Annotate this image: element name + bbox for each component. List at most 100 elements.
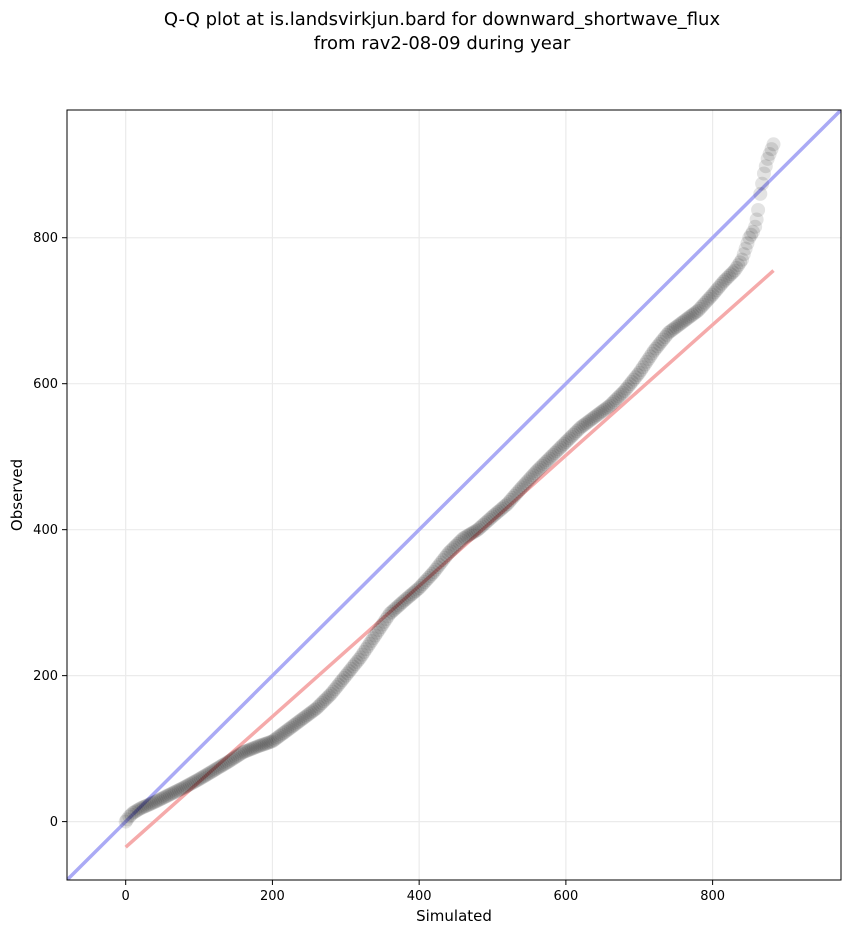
qq-point: [736, 247, 751, 262]
y-tick-label: 600: [33, 377, 58, 392]
qq-point: [555, 438, 570, 453]
qq-point: [344, 661, 359, 676]
qq-point: [588, 409, 603, 424]
qq-point: [646, 343, 661, 358]
qq-point: [327, 682, 342, 697]
qq-point: [722, 269, 737, 284]
qq-point: [562, 431, 577, 446]
qq-point: [711, 281, 726, 296]
y-tick-label: 0: [50, 815, 58, 830]
qq-point: [580, 415, 595, 430]
qq-point: [584, 412, 599, 427]
qq-point: [481, 512, 496, 527]
qq-point: [452, 535, 467, 550]
qq-point: [166, 785, 181, 800]
x-tick-label: 0: [122, 889, 130, 904]
qq-point: [424, 567, 439, 582]
qq-point: [210, 761, 225, 776]
qq-point: [142, 797, 157, 812]
qq-point: [485, 509, 500, 524]
qq-point: [624, 374, 639, 389]
qq-point: [632, 365, 647, 380]
qq-point: [232, 747, 247, 762]
qq-point: [498, 498, 513, 513]
qq-point: [149, 793, 164, 808]
qq-point: [206, 763, 221, 778]
qq-point: [182, 777, 197, 792]
qq-point: [513, 482, 528, 497]
qq-point: [612, 389, 627, 404]
qq-point: [192, 772, 207, 787]
qq-point: [384, 604, 399, 619]
qq-point: [325, 684, 340, 699]
qq-point: [533, 460, 548, 475]
qq-point: [762, 147, 777, 162]
qq-point: [461, 528, 476, 543]
chart-title-line-1: Q-Q plot at is.landsvirkjun.bard for dow…: [164, 9, 721, 30]
qq-point: [635, 360, 650, 375]
qq-point: [133, 801, 148, 816]
qq-point: [406, 585, 421, 600]
qq-point: [766, 137, 781, 152]
qq-point: [536, 456, 551, 471]
qq-point: [314, 696, 329, 711]
qq-point: [701, 291, 716, 306]
qq-point: [511, 484, 526, 499]
qq-point: [265, 734, 280, 749]
qq-point: [547, 446, 562, 461]
qq-point: [258, 736, 273, 751]
qq-point: [118, 814, 133, 829]
qq-point: [124, 807, 139, 822]
qq-point: [252, 738, 267, 753]
qq-point: [703, 289, 718, 304]
qq-point: [674, 316, 689, 331]
qq-point: [489, 506, 504, 521]
qq-point: [296, 711, 311, 726]
qq-point: [531, 462, 546, 477]
qq-point: [369, 625, 384, 640]
qq-point: [727, 263, 742, 278]
qq-point: [716, 274, 731, 289]
qq-point: [281, 722, 296, 737]
qq-point: [516, 478, 531, 493]
qq-point: [617, 383, 632, 398]
qq-point: [683, 309, 698, 324]
qq-point: [373, 620, 388, 635]
qq-point: [694, 299, 709, 314]
qq-point: [294, 712, 309, 727]
axis-ticks: 0 200 400 600 800 0 200 400 600 800: [33, 231, 725, 904]
qq-point: [725, 265, 740, 280]
qq-point: [599, 401, 614, 416]
qq-point: [579, 416, 594, 431]
qq-point: [758, 159, 773, 174]
qq-point: [454, 533, 469, 548]
qq-point: [524, 470, 539, 485]
qq-point: [320, 690, 335, 705]
qq-point: [291, 715, 306, 730]
qq-point: [338, 668, 353, 683]
qq-point: [278, 724, 293, 739]
qq-point: [443, 544, 458, 559]
qq-point: [742, 230, 757, 245]
qq-point: [347, 657, 362, 672]
qq-point: [223, 753, 238, 768]
qq-point: [366, 631, 381, 646]
qq-point: [591, 406, 606, 421]
qq-point: [408, 584, 423, 599]
qq-point: [355, 647, 370, 662]
qq-point: [456, 531, 471, 546]
qq-point: [459, 529, 474, 544]
qq-point: [764, 142, 779, 157]
qq-point: [448, 538, 463, 553]
qq-point: [661, 325, 676, 340]
qq-point: [135, 800, 150, 815]
qq-point: [250, 739, 265, 754]
qq-point: [729, 260, 744, 275]
qq-point: [731, 258, 746, 273]
qq-point: [527, 466, 542, 481]
qq-point: [401, 590, 416, 605]
qq-point: [665, 322, 680, 337]
qq-point: [505, 490, 520, 505]
qq-point: [476, 517, 491, 532]
